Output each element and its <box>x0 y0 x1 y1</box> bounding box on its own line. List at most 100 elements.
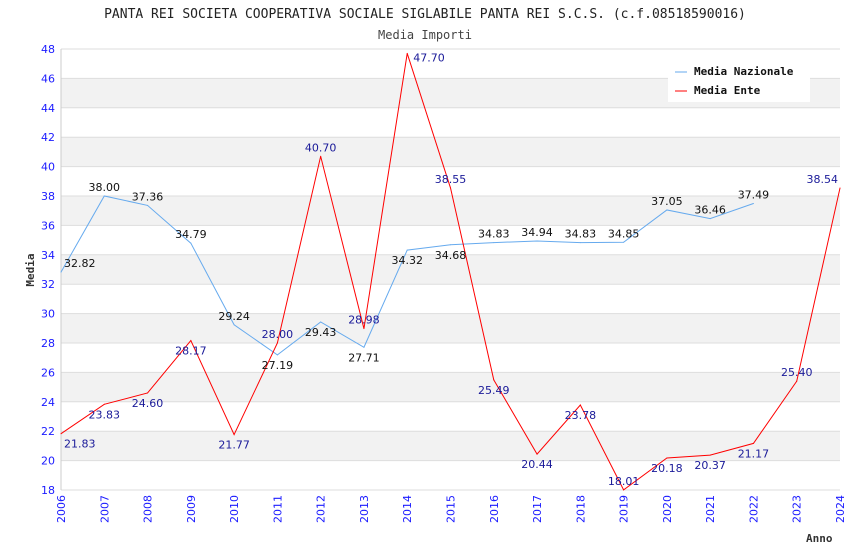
data-point <box>60 433 62 435</box>
x-tick-label: 2007 <box>98 495 111 523</box>
data-point <box>363 346 365 348</box>
data-label: 37.49 <box>738 188 770 201</box>
data-point <box>276 354 278 356</box>
y-axis-label: Media <box>24 253 37 286</box>
x-tick-label: 2006 <box>55 495 68 523</box>
data-point <box>103 403 105 405</box>
y-tick-label: 34 <box>41 249 55 262</box>
data-label: 20.37 <box>694 459 726 472</box>
y-tick-label: 32 <box>41 278 55 291</box>
data-point <box>666 457 668 459</box>
data-label: 25.49 <box>478 384 510 397</box>
data-point <box>406 52 408 54</box>
data-label: 18.01 <box>608 475 640 488</box>
data-label: 24.60 <box>132 397 164 410</box>
data-label: 21.77 <box>218 439 250 452</box>
y-tick-label: 40 <box>41 161 55 174</box>
data-label: 29.43 <box>305 326 337 339</box>
data-point <box>233 324 235 326</box>
y-tick-label: 22 <box>41 425 55 438</box>
data-label: 32.82 <box>64 257 96 270</box>
data-point <box>709 218 711 220</box>
data-label: 21.17 <box>738 447 770 460</box>
data-point <box>450 187 451 189</box>
x-tick-label: 2012 <box>315 495 328 523</box>
data-point <box>406 249 408 251</box>
grid-band <box>61 431 840 461</box>
data-point <box>579 242 581 244</box>
x-tick-label: 2019 <box>618 495 631 523</box>
y-tick-label: 20 <box>41 455 55 468</box>
data-label: 34.68 <box>435 249 467 262</box>
data-point <box>536 453 538 455</box>
y-tick-label: 26 <box>41 366 55 379</box>
data-point <box>233 434 235 436</box>
grid-band <box>61 196 840 226</box>
data-point <box>363 328 365 330</box>
data-label: 28.00 <box>262 328 294 341</box>
y-tick-label: 18 <box>41 484 55 497</box>
data-point <box>103 195 105 197</box>
x-tick-label: 2016 <box>488 495 501 523</box>
y-tick-label: 28 <box>41 337 55 350</box>
data-label: 28.17 <box>175 345 207 358</box>
data-point <box>147 392 149 394</box>
x-tick-label: 2010 <box>228 495 241 523</box>
data-label: 25.40 <box>781 366 813 379</box>
data-label: 20.44 <box>521 458 553 471</box>
x-tick-label: 2023 <box>791 495 804 523</box>
data-label: 34.94 <box>521 226 553 239</box>
data-point <box>320 321 322 323</box>
data-label: 34.85 <box>608 227 640 240</box>
x-tick-label: 2017 <box>531 495 544 523</box>
y-tick-label: 36 <box>41 219 55 232</box>
data-label: 40.70 <box>305 141 337 154</box>
data-point <box>623 489 625 491</box>
x-tick-label: 2013 <box>358 495 371 523</box>
data-point <box>493 379 495 381</box>
data-label: 34.83 <box>565 228 597 241</box>
x-tick-label: 2018 <box>574 495 587 523</box>
data-label: 36.46 <box>694 204 726 217</box>
y-tick-label: 30 <box>41 308 55 321</box>
data-label: 37.05 <box>651 195 683 208</box>
data-point <box>276 342 278 344</box>
x-tick-label: 2014 <box>401 495 414 523</box>
data-label: 23.78 <box>565 409 597 422</box>
x-tick-label: 2022 <box>747 495 760 523</box>
y-tick-label: 24 <box>41 396 55 409</box>
legend-item-ente: Media Ente <box>694 84 761 97</box>
data-label: 34.32 <box>391 254 423 267</box>
data-label: 27.71 <box>348 351 380 364</box>
x-tick-label: 2009 <box>185 495 198 523</box>
x-tick-label: 2015 <box>445 495 458 523</box>
data-label: 38.55 <box>435 173 467 186</box>
x-axis-label: Anno <box>806 532 833 545</box>
data-point <box>839 187 841 189</box>
legend-item-nazionale: Media Nazionale <box>694 65 794 78</box>
x-tick-label: 2021 <box>704 495 717 523</box>
data-point <box>709 454 711 456</box>
data-point <box>493 242 495 244</box>
data-point <box>60 271 62 273</box>
y-tick-label: 46 <box>41 72 55 85</box>
data-point <box>190 340 192 342</box>
grid-band <box>61 254 840 285</box>
data-label: 34.83 <box>478 228 510 241</box>
y-tick-label: 48 <box>41 43 55 56</box>
data-point <box>666 209 668 211</box>
y-tick-label: 44 <box>41 102 55 115</box>
x-tick-label: 2020 <box>661 495 674 523</box>
data-point <box>752 442 754 444</box>
data-label: 28.98 <box>348 314 380 327</box>
x-tick-label: 2024 <box>834 495 847 523</box>
data-point <box>796 380 798 382</box>
data-label: 38.54 <box>807 173 839 186</box>
grid-band <box>61 372 840 402</box>
data-label: 27.19 <box>262 359 294 372</box>
data-point <box>147 204 149 206</box>
grid-band <box>61 137 840 167</box>
data-label: 34.79 <box>175 228 207 241</box>
